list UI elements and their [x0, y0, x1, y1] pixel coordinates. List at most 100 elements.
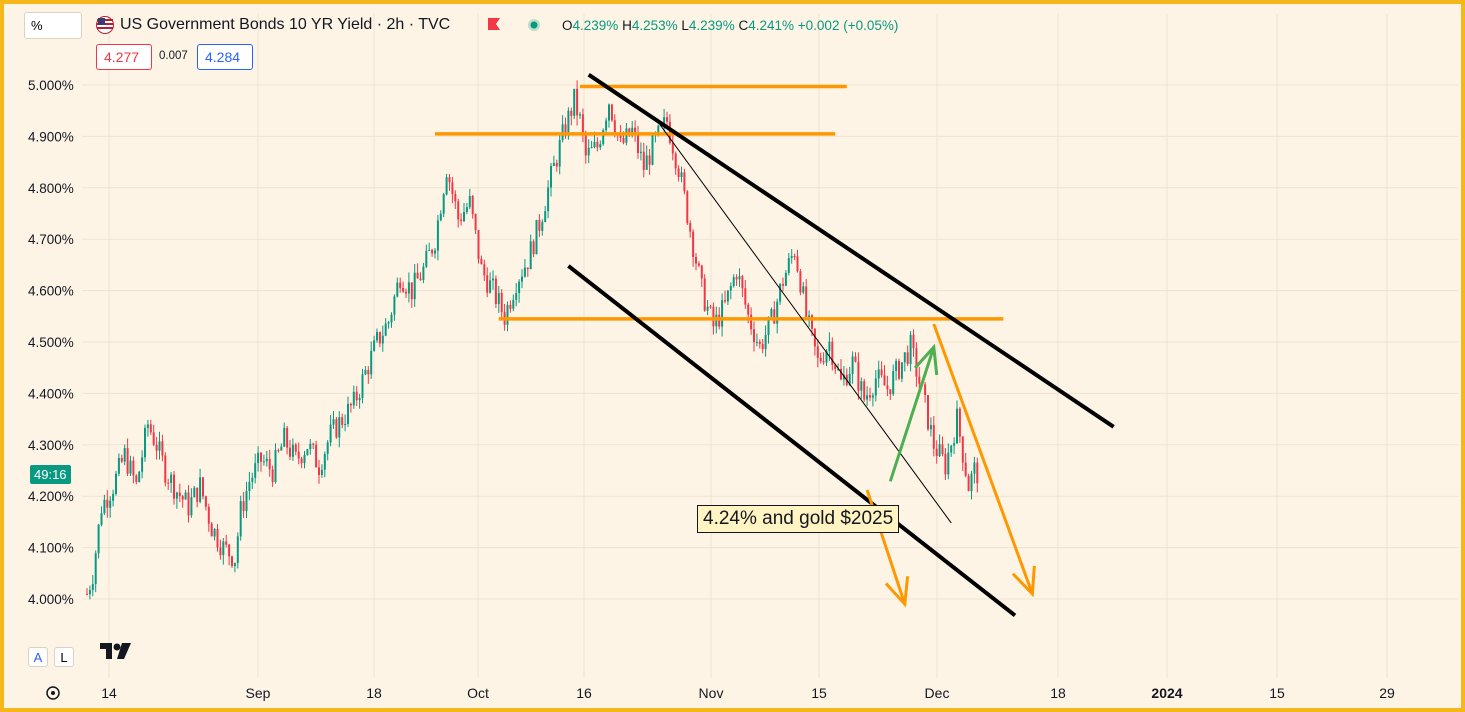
candle-body	[590, 147, 593, 149]
candle-body	[236, 536, 239, 563]
candle-body	[854, 356, 857, 362]
candle-body	[909, 334, 912, 364]
candle-body	[204, 496, 207, 507]
candle-body	[587, 147, 590, 156]
x-tick-label: 15	[811, 685, 827, 701]
arrow-shaft	[932, 323, 1034, 595]
candle-body	[555, 162, 558, 167]
candle-body	[860, 381, 863, 391]
candle-body	[303, 455, 306, 464]
candle-body	[663, 117, 666, 124]
candle-body	[831, 341, 834, 365]
candle-body	[294, 444, 297, 452]
settings-gear-icon[interactable]	[46, 686, 60, 700]
candle-body	[961, 436, 964, 463]
candle-body	[869, 395, 871, 398]
candle-body	[457, 201, 460, 220]
candle-body	[489, 280, 492, 293]
candle-body	[857, 361, 860, 391]
x-tick-label: 18	[366, 685, 382, 701]
candle-body	[755, 341, 758, 343]
candle-body	[686, 191, 689, 224]
candle-body	[819, 357, 822, 362]
candle-body	[225, 541, 228, 545]
candle-body	[318, 467, 320, 475]
candle-body	[474, 214, 477, 231]
candle-body	[167, 482, 170, 484]
candle-body	[634, 127, 637, 133]
candle-body	[233, 562, 236, 567]
candle-body	[544, 211, 547, 223]
trend-line-thin	[654, 118, 952, 524]
candle-body	[431, 249, 434, 254]
low-label: L	[681, 18, 689, 33]
high-value: 4.253%	[631, 18, 678, 33]
candle-body	[451, 182, 454, 194]
candle-body	[88, 590, 91, 595]
auto-scale-button[interactable]: A	[28, 647, 48, 667]
candle-body	[929, 425, 932, 430]
candle-body	[349, 403, 352, 406]
candle-body	[689, 223, 692, 232]
candle-body	[463, 211, 465, 222]
candle-body	[674, 153, 677, 169]
sell-button[interactable]: 4.277	[96, 44, 152, 70]
log-scale-button[interactable]: L	[54, 647, 74, 667]
buy-button[interactable]: 4.284	[197, 44, 253, 70]
candle-body	[86, 593, 88, 595]
candle-body	[202, 477, 204, 497]
candle-body	[651, 135, 654, 165]
candle-body	[347, 403, 349, 425]
candle-body	[677, 168, 680, 178]
candle-body	[158, 441, 161, 451]
candle-body	[471, 196, 474, 215]
candle-body	[735, 277, 738, 280]
candle-body	[863, 381, 866, 400]
annotation-note[interactable]: 4.24% and gold $2025	[697, 505, 900, 533]
symbol-title[interactable]: US Government Bonds 10 YR Yield · 2h · T…	[120, 16, 451, 33]
candle-body	[506, 304, 509, 325]
candle-body	[813, 328, 816, 347]
candle-body	[445, 177, 448, 195]
candle-body	[257, 452, 260, 464]
candle-body	[300, 458, 303, 464]
candle-body	[492, 278, 494, 281]
candle-body	[610, 104, 613, 121]
scale-selector[interactable]: %	[24, 12, 82, 39]
x-tick-label: Dec	[925, 685, 950, 701]
candle-body	[271, 469, 274, 483]
candle-body	[738, 276, 741, 280]
chart-grid	[82, 14, 1458, 678]
candle-body	[822, 361, 825, 363]
candle-body	[895, 360, 898, 372]
candle-body	[581, 114, 584, 134]
y-tick-label: 4.200%	[28, 489, 74, 504]
y-tick-label: 4.800%	[28, 181, 74, 196]
candle-body	[741, 276, 744, 289]
candle-body	[373, 340, 376, 351]
candle-body	[642, 151, 645, 170]
candle-body	[193, 487, 196, 498]
candle-body	[912, 334, 915, 349]
candle-body	[126, 448, 129, 474]
candle-body	[816, 346, 819, 358]
candle-body	[683, 172, 686, 192]
bid-value: 4.277	[104, 49, 140, 65]
ask-value: 4.284	[205, 49, 241, 65]
arrow-head	[913, 343, 939, 376]
candle-body	[518, 281, 521, 294]
candle-body	[906, 352, 909, 364]
candle-body	[152, 432, 155, 445]
x-tick-label: 18	[1050, 685, 1066, 701]
candle-body	[779, 284, 782, 302]
candle-body	[219, 547, 222, 556]
flag-icon[interactable]	[486, 16, 502, 35]
candle-body	[956, 408, 958, 444]
candle-body	[425, 250, 428, 267]
candle-body	[729, 285, 732, 291]
tradingview-logo[interactable]	[98, 641, 134, 661]
y-tick-label: 4.100%	[28, 541, 74, 556]
candle-body	[753, 329, 755, 343]
candle-body	[289, 447, 291, 457]
